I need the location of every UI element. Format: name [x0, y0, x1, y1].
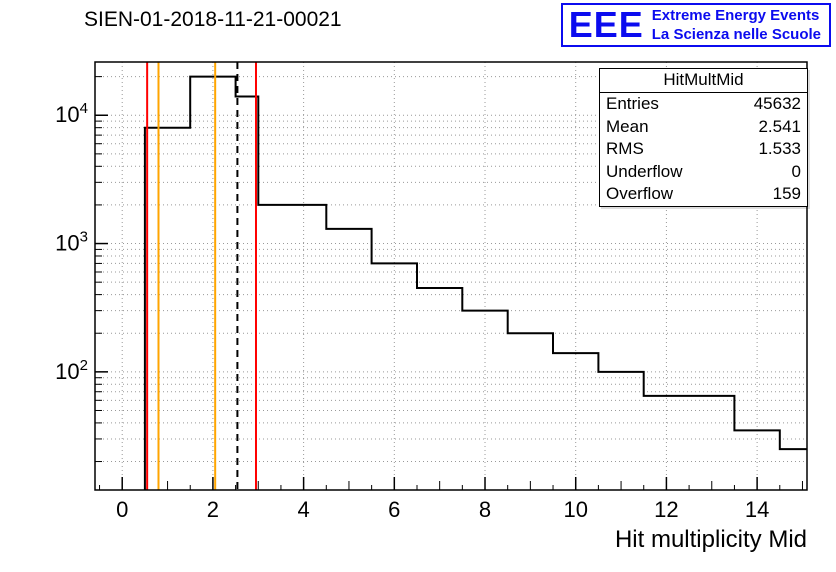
stats-row: Underflow 0	[600, 161, 807, 184]
x-tick-label: 6	[388, 497, 400, 522]
stat-label: Overflow	[606, 184, 674, 203]
logo-line2: La Scienza nelle Scuole	[651, 26, 821, 43]
stat-value: 0	[791, 161, 801, 181]
x-tick-label: 14	[745, 497, 769, 522]
stats-box-rows: Entries 45632 Mean 2.541 RMS 1.533 Underflow 0 O…	[600, 93, 807, 206]
x-tick-label: 2	[207, 497, 219, 522]
x-tick-label: 0	[116, 497, 128, 522]
plot-title: SIEN-01-2018-11-21-00021	[84, 8, 342, 31]
stats-box-title: HitMultMid	[600, 69, 807, 93]
axis-frame	[94, 61, 808, 491]
eee-logo: EEE Extreme Energy Events La Scienza nel…	[560, 3, 831, 47]
eee-logo-acronym: EEE	[568, 4, 644, 45]
stats-row: RMS 1.533	[600, 138, 807, 161]
stats-box: HitMultMid Entries 45632 Mean 2.541 RMS 1.533…	[599, 68, 808, 207]
x-axis-title: Hit multiplicity Mid	[614, 526, 807, 553]
stat-label: Entries	[606, 94, 659, 113]
y-tick-label: 104	[55, 100, 88, 127]
x-tick-label: 4	[297, 497, 309, 522]
histogram-line	[143, 75, 807, 490]
stats-row: Mean 2.541	[600, 116, 807, 139]
stat-value: 2.541	[758, 116, 801, 136]
stat-label: Underflow	[606, 161, 683, 181]
x-tick-label: 8	[479, 497, 491, 522]
y-tick-label: 103	[55, 229, 88, 256]
x-tick-label: 10	[563, 497, 587, 522]
logo-line1: Extreme Energy Events	[651, 7, 820, 24]
stat-label: Mean	[606, 116, 649, 136]
stat-value: 45632	[753, 94, 801, 113]
stats-row: Overflow 159	[600, 183, 807, 206]
stats-row: Entries 45632	[600, 93, 807, 116]
eee-logo-text: Extreme Energy Events La Scienza nelle S…	[652, 6, 821, 44]
y-tick-label: 102	[55, 357, 88, 384]
stat-value: 159	[772, 184, 801, 203]
stat-value: 1.533	[758, 139, 801, 158]
x-tick-label: 12	[654, 497, 678, 522]
stat-label: RMS	[606, 139, 644, 158]
